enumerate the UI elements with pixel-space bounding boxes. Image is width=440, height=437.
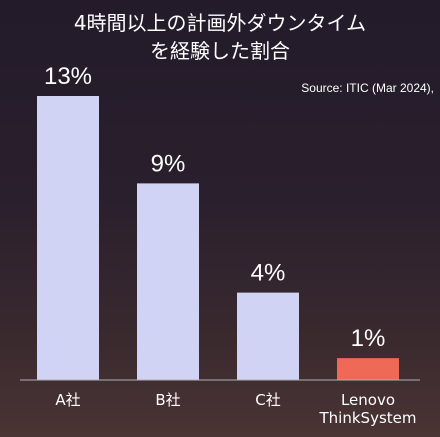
category-label-0: A社 xyxy=(55,391,80,409)
bar-3 xyxy=(337,358,399,380)
value-label-0: 13% xyxy=(44,63,92,90)
chart-title-line-2: を経験した割合 xyxy=(150,39,290,63)
bar-0 xyxy=(37,96,99,380)
bar-2 xyxy=(237,292,299,380)
value-label-2: 4% xyxy=(251,260,286,287)
bars-group xyxy=(37,96,399,380)
value-label-3: 1% xyxy=(351,325,386,352)
category-label-3-line-1: ThinkSystem xyxy=(319,409,417,427)
source-note: Source: ITIC (Mar 2024), xyxy=(301,81,434,95)
bar-1 xyxy=(137,183,199,380)
value-labels-group: 13% 9% 4% 1% xyxy=(44,63,385,352)
category-label-3-line-0: Lenovo xyxy=(341,391,395,409)
category-label-1: B社 xyxy=(155,391,180,409)
value-label-1: 9% xyxy=(151,150,186,177)
category-label-2: C社 xyxy=(255,391,280,409)
chart-title-line-1: 4時間以上の計画外ダウンタイム xyxy=(74,11,366,35)
